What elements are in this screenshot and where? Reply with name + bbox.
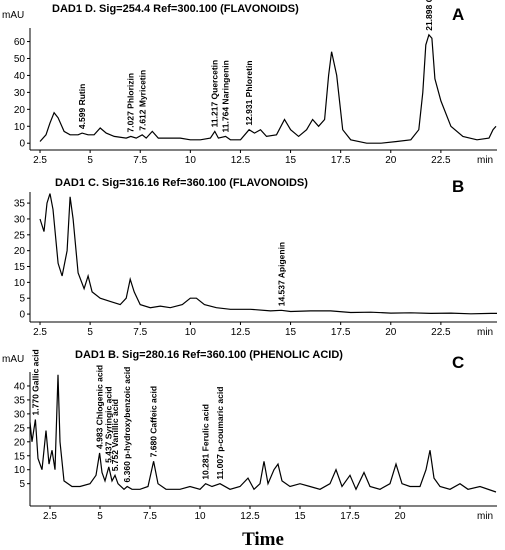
x-tick-label: 22.5 xyxy=(431,327,451,338)
y-tick-label: 60 xyxy=(14,37,26,48)
y-tick-label: 10 xyxy=(14,465,26,476)
y-tick-label: 15 xyxy=(14,451,26,462)
y-tick-label: 40 xyxy=(14,381,26,392)
panel-title: DAD1 C. Sig=316.16 Ref=360.100 (FLAVONOI… xyxy=(55,177,308,189)
y-axis-label: mAU xyxy=(2,10,24,21)
x-tick-label: 15 xyxy=(285,155,297,166)
x-tick-label: 20 xyxy=(385,155,397,166)
x-tick-label: 20 xyxy=(394,511,406,522)
x-tick-label: 7.5 xyxy=(133,327,147,338)
x-tick-label: 5 xyxy=(97,511,103,522)
peak-label: 12.931 Phloretin xyxy=(244,60,254,125)
y-tick-label: 15 xyxy=(14,262,26,273)
panel-title: DAD1 B. Sig=280.16 Ref=360.100 (PHENOLIC… xyxy=(75,349,343,361)
y-tick-label: 35 xyxy=(14,199,26,210)
x-tick-label: 12.5 xyxy=(240,511,260,522)
x-tick-label: 17.5 xyxy=(340,511,360,522)
y-tick-label: 0 xyxy=(19,310,25,321)
x-tick-label: 15 xyxy=(285,327,297,338)
peak-label: 4.599 Rutin xyxy=(77,84,87,129)
trace xyxy=(39,193,497,315)
peak-label: 5.752 Vanillic acid xyxy=(110,399,120,471)
x-unit: min xyxy=(477,511,493,522)
x-unit: min xyxy=(477,155,493,166)
peak-label: 21.898 Galangin xyxy=(424,0,434,31)
x-tick-label: 22.5 xyxy=(431,155,451,166)
x-tick-label: 2.5 xyxy=(33,155,47,166)
peak-label: 6.360 p-hydroxybenzoic acid xyxy=(122,367,132,483)
x-tick-label: 12.5 xyxy=(231,327,251,338)
peak-label: 11.764 Naringenin xyxy=(221,60,231,132)
y-tick-label: 30 xyxy=(14,88,26,99)
peak-label: 11.217 Quercetin xyxy=(210,60,220,128)
x-tick-label: 17.5 xyxy=(331,327,351,338)
y-tick-label: 50 xyxy=(14,54,26,65)
x-tick-label: 7.5 xyxy=(143,511,157,522)
peak-label: 4.983 Chlogenic acid xyxy=(95,365,105,449)
y-tick-label: 30 xyxy=(14,214,26,225)
x-tick-label: 10 xyxy=(185,155,197,166)
trace xyxy=(39,33,497,144)
peak-label: 7.027 Phlorizin xyxy=(126,73,136,133)
panel-letter: B xyxy=(452,177,464,196)
y-tick-label: 5 xyxy=(19,294,25,305)
peak-label: 7.612 Myricetin xyxy=(137,70,147,131)
x-tick-label: 15 xyxy=(294,511,306,522)
y-axis-label: mAU xyxy=(2,354,24,365)
y-tick-label: 20 xyxy=(14,246,26,257)
x-tick-label: 2.5 xyxy=(33,327,47,338)
y-tick-label: 5 xyxy=(19,479,25,490)
y-tick-label: 25 xyxy=(14,230,26,241)
x-tick-label: 5 xyxy=(87,155,93,166)
x-tick-label: 2.5 xyxy=(43,511,57,522)
y-tick-label: 0 xyxy=(19,139,25,150)
y-tick-label: 25 xyxy=(14,423,26,434)
peak-label: 1.770 Gallic acid xyxy=(30,349,40,415)
y-tick-label: 40 xyxy=(14,71,26,82)
x-axis-label: Time xyxy=(242,529,284,550)
x-tick-label: 17.5 xyxy=(331,155,351,166)
panel-title: DAD1 D. Sig=254.4 Ref=300.100 (FLAVONOID… xyxy=(52,3,299,15)
y-tick-label: 10 xyxy=(14,122,26,133)
y-tick-label: 30 xyxy=(14,409,26,420)
x-unit: min xyxy=(477,327,493,338)
x-tick-label: 12.5 xyxy=(231,155,251,166)
panel-letter: A xyxy=(452,5,464,24)
y-tick-label: 20 xyxy=(14,105,26,116)
x-tick-label: 10 xyxy=(194,511,206,522)
y-tick-label: 10 xyxy=(14,278,26,289)
peak-label: 10.281 Ferulic acid xyxy=(201,404,211,480)
peak-label: 11.007 p-coumaric acid xyxy=(215,387,225,480)
x-tick-label: 20 xyxy=(385,327,397,338)
trace xyxy=(29,374,497,493)
peak-label: 5.437 Syringic acid xyxy=(104,386,114,463)
y-tick-label: 35 xyxy=(14,395,26,406)
peak-label: 14.537 Apigenin xyxy=(276,242,286,306)
x-tick-label: 7.5 xyxy=(133,155,147,166)
x-tick-label: 5 xyxy=(87,327,93,338)
x-tick-label: 10 xyxy=(185,327,197,338)
panel-letter: C xyxy=(452,353,464,372)
y-tick-label: 20 xyxy=(14,437,26,448)
peak-label: 7.680 Caffeic acid xyxy=(149,386,159,457)
